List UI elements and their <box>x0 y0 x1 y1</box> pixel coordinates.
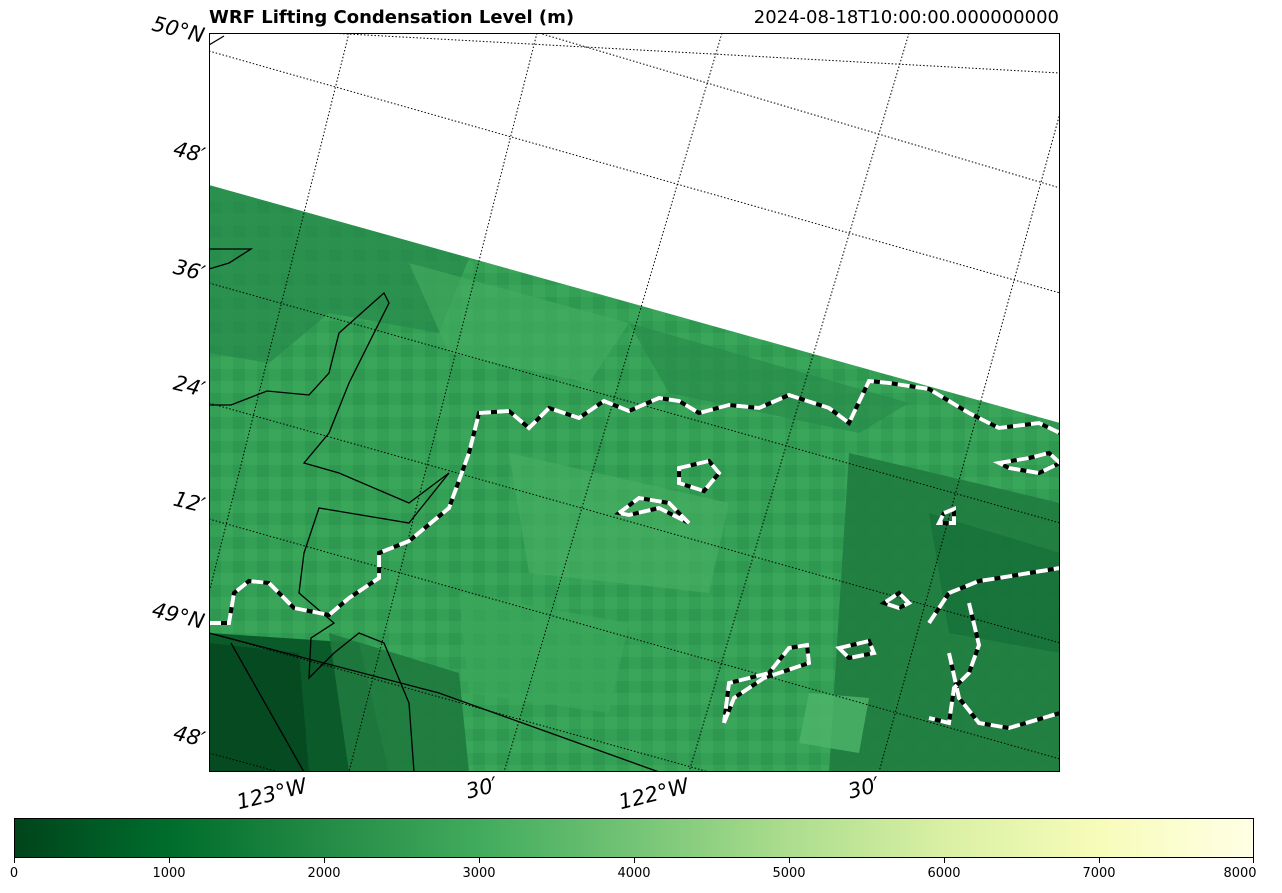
colorbar-tick <box>14 858 15 863</box>
map-panel <box>209 33 1060 772</box>
map-svg <box>209 33 1060 772</box>
colorbar-tick <box>324 858 325 863</box>
map-border <box>209 33 1060 772</box>
lat-label: 48′ <box>170 136 207 168</box>
colorbar-tick-label: 8000 <box>1223 866 1257 881</box>
coastline <box>209 35 660 772</box>
colorbar-tick-label: 7000 <box>1082 866 1116 881</box>
colorbar-tick <box>789 858 790 863</box>
colorbar-tick <box>1099 858 1100 863</box>
colorbar-tick-label: 3000 <box>462 866 496 881</box>
lat-label: 48′ <box>170 720 207 752</box>
colorbar-tick-label: 0 <box>9 866 19 881</box>
colorbar-tick-label: 5000 <box>772 866 806 881</box>
colorbar-tick-label: 4000 <box>617 866 651 881</box>
map-title: WRF Lifting Condensation Level (m) <box>209 7 575 28</box>
lat-label: 49°N <box>149 597 207 634</box>
lat-label: 50°N <box>149 11 207 48</box>
lcl-contour <box>209 378 1060 731</box>
colorbar <box>14 818 1254 858</box>
colorbar-tick <box>479 858 480 863</box>
lon-label: 30′ <box>845 772 882 804</box>
lon-label: 30′ <box>463 772 500 804</box>
lat-label: 36′ <box>170 254 207 286</box>
colorbar-tick <box>169 858 170 863</box>
map-timestamp: 2024-08-18T10:00:00.000000000 <box>753 7 1059 28</box>
lat-label: 12′ <box>170 486 207 518</box>
lon-label: 122°W <box>616 773 692 815</box>
colorbar-tick <box>1253 858 1254 863</box>
lat-label: 24′ <box>170 370 207 402</box>
colorbar-tick-label: 6000 <box>927 866 961 881</box>
colorbar-tick <box>634 858 635 863</box>
colorbar-tick-label: 1000 <box>152 866 186 881</box>
colorbar-tick-label: 2000 <box>307 866 341 881</box>
colorbar-tick <box>944 858 945 863</box>
lon-label: 123°W <box>234 773 310 815</box>
